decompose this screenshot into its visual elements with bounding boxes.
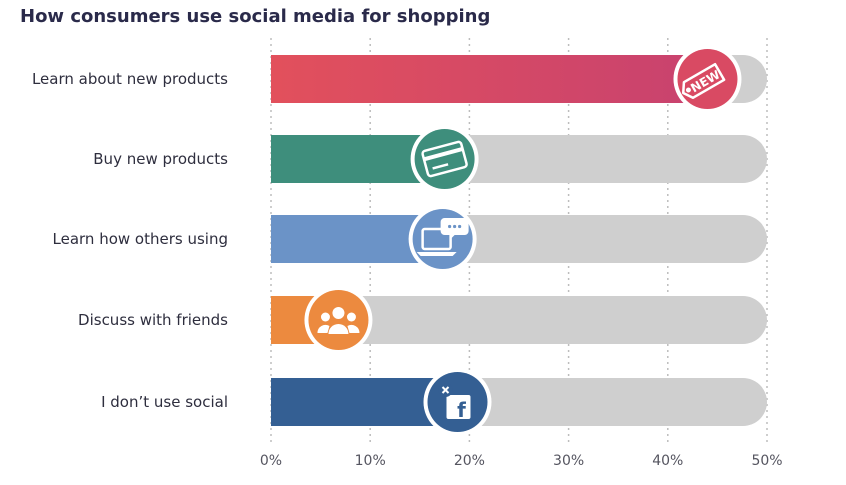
marker-circle <box>414 129 475 189</box>
bar-end-marker <box>410 125 479 193</box>
bar-end-marker: NEW <box>673 45 742 113</box>
category-label: Learn how others using <box>53 230 228 248</box>
category-label: I don’t use social <box>101 393 228 411</box>
bar-end-marker: f <box>423 368 492 436</box>
category-label: Learn about new products <box>32 70 228 88</box>
group-people-icon <box>317 307 360 334</box>
x-tick-label: 40% <box>652 453 683 469</box>
bar-end-marker <box>304 286 373 354</box>
close-icon <box>438 383 453 397</box>
category-label: Buy new products <box>93 150 228 168</box>
category-label: Discuss with friends <box>78 311 228 329</box>
x-tick-label: 50% <box>751 453 782 469</box>
x-tick-label: 30% <box>553 453 584 469</box>
bar <box>271 55 708 103</box>
svg-text:f: f <box>457 398 466 422</box>
bar-end-marker <box>408 205 477 273</box>
bar-track <box>271 296 767 344</box>
marker-circle <box>308 290 369 350</box>
x-tick-label: 10% <box>355 453 386 469</box>
x-tick-label: 0% <box>260 453 282 469</box>
marker-circle <box>677 49 738 109</box>
chart-title: How consumers use social media for shopp… <box>20 6 491 27</box>
credit-card-icon <box>421 140 468 178</box>
facebook-icon: f <box>438 383 471 422</box>
laptop-chat-icon <box>416 218 469 256</box>
x-tick-label: 20% <box>454 453 485 469</box>
